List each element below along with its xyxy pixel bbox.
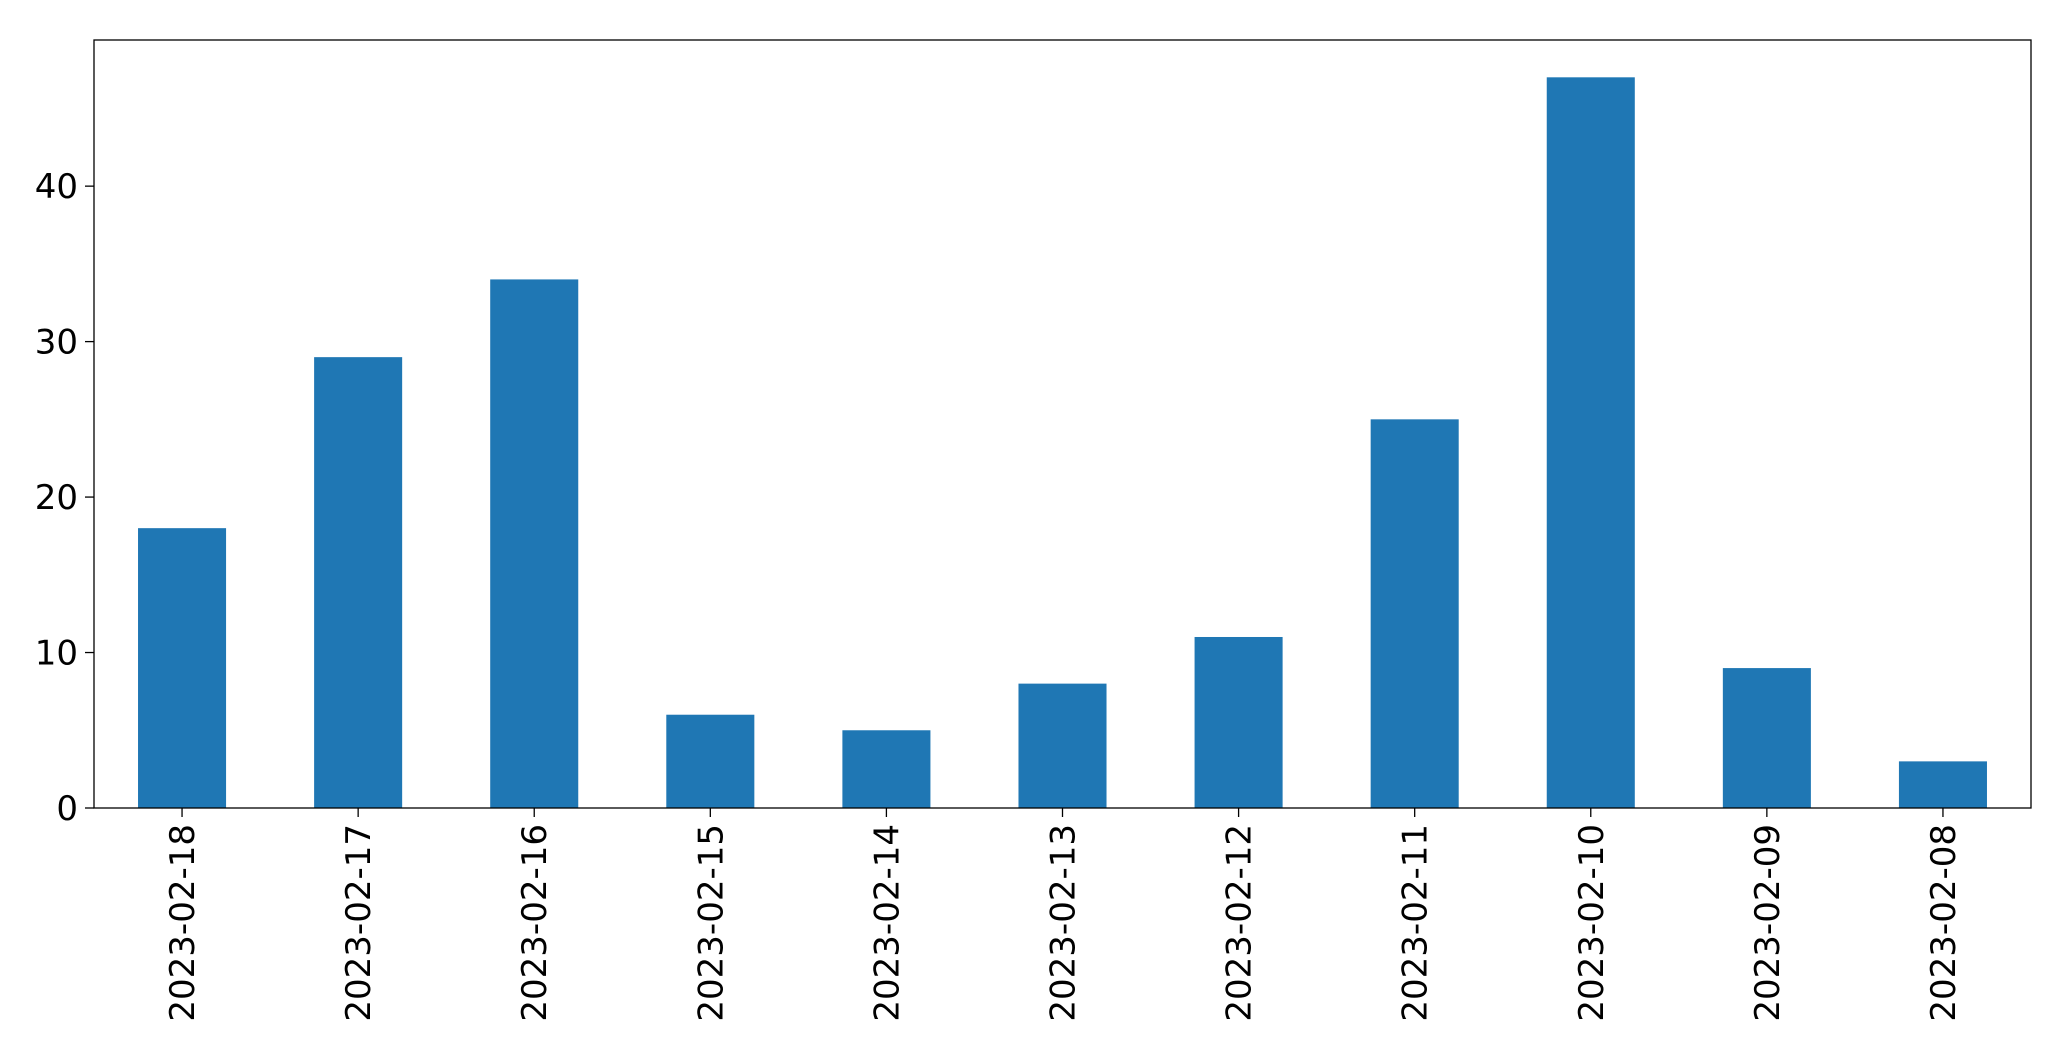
x-tick-label: 2023-02-09 [1748, 824, 1788, 1022]
bar [1546, 77, 1635, 808]
x-tick-label: 2023-02-08 [1924, 824, 1964, 1022]
y-tick-label: 40 [35, 167, 78, 207]
y-tick-label: 10 [35, 634, 78, 674]
x-tick-label: 2023-02-18 [163, 824, 203, 1022]
bar [490, 279, 579, 808]
x-tick-label: 2023-02-12 [1220, 824, 1260, 1022]
x-tick-label: 2023-02-17 [339, 824, 379, 1022]
bar [666, 714, 755, 808]
bar [1898, 761, 1987, 808]
bar [1722, 668, 1811, 808]
x-tick-label: 2023-02-16 [515, 824, 555, 1022]
x-tick-label: 2023-02-15 [691, 824, 731, 1022]
bar [138, 528, 227, 808]
bar [314, 357, 403, 808]
y-tick-label: 20 [35, 478, 78, 518]
x-tick-label: 2023-02-11 [1396, 824, 1436, 1022]
bar [1194, 636, 1283, 808]
y-tick-label: 30 [35, 323, 78, 363]
bar [842, 730, 931, 808]
y-tick-label: 0 [56, 789, 78, 829]
bar [1370, 419, 1459, 808]
x-tick-label: 2023-02-13 [1044, 824, 1084, 1022]
x-tick-label: 2023-02-10 [1572, 824, 1612, 1022]
x-tick-label: 2023-02-14 [867, 824, 907, 1022]
axes-frame [93, 39, 2032, 809]
bar [1018, 683, 1107, 808]
